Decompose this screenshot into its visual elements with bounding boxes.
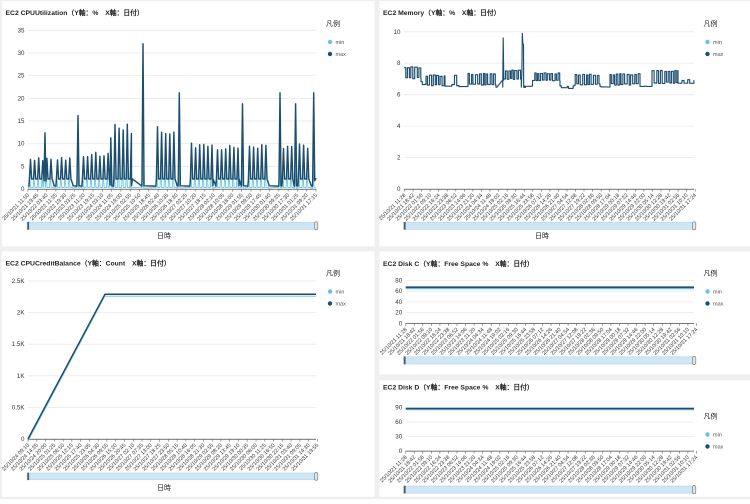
- svg-text:10: 10: [18, 141, 25, 148]
- svg-text:1K: 1K: [17, 373, 25, 380]
- svg-text:日時: 日時: [535, 232, 549, 240]
- svg-text:90: 90: [395, 405, 402, 412]
- svg-text:4: 4: [397, 123, 401, 130]
- svg-text:20: 20: [395, 310, 402, 317]
- svg-text:0: 0: [397, 186, 401, 193]
- svg-text:2K: 2K: [17, 310, 25, 317]
- svg-text:凡例: 凡例: [326, 269, 340, 278]
- svg-text:30: 30: [395, 434, 402, 441]
- svg-text:min: min: [336, 40, 345, 46]
- svg-text:0.5K: 0.5K: [12, 404, 26, 411]
- svg-text:0: 0: [21, 186, 25, 193]
- svg-text:max: max: [713, 302, 724, 308]
- svg-text:35: 35: [18, 27, 25, 34]
- svg-text:日時: 日時: [157, 484, 171, 492]
- svg-text:2.5K: 2.5K: [12, 278, 26, 285]
- svg-text:2: 2: [397, 155, 401, 162]
- svg-text:EC2 CPUUtilization（Y軸：% X軸：日付）: EC2 CPUUtilization（Y軸：% X軸：日付）: [6, 8, 144, 17]
- svg-text:凡例: 凡例: [326, 19, 340, 28]
- svg-text:max: max: [713, 52, 724, 58]
- svg-text:EC2 Disk C（Y軸：Free Space % X軸：: EC2 Disk C（Y軸：Free Space % X軸：日付）: [383, 259, 534, 268]
- svg-text:0: 0: [399, 320, 403, 327]
- svg-text:min: min: [713, 40, 722, 46]
- svg-text:25: 25: [18, 73, 25, 80]
- svg-text:max: max: [336, 52, 347, 58]
- svg-text:5: 5: [21, 163, 25, 170]
- svg-text:6: 6: [397, 92, 401, 99]
- svg-text:60: 60: [395, 419, 402, 426]
- svg-text:0: 0: [21, 436, 25, 443]
- svg-text:max: max: [336, 302, 347, 308]
- svg-text:凡例: 凡例: [704, 19, 718, 28]
- svg-text:EC2 Disk D（Y軸：Free Space % X軸：: EC2 Disk D（Y軸：Free Space % X軸：日付）: [383, 383, 534, 392]
- svg-text:30: 30: [18, 50, 25, 57]
- svg-text:日時: 日時: [157, 232, 171, 240]
- svg-text:EC2 CPUCreditBalance（Y軸：Count: EC2 CPUCreditBalance（Y軸：Count X軸：日付）: [6, 259, 171, 268]
- svg-text:80: 80: [395, 278, 402, 285]
- svg-text:0: 0: [399, 448, 403, 455]
- svg-text:8: 8: [397, 60, 401, 67]
- svg-text:凡例: 凡例: [704, 269, 718, 278]
- svg-text:凡例: 凡例: [704, 412, 718, 421]
- svg-text:40: 40: [395, 299, 402, 306]
- svg-text:15: 15: [18, 118, 25, 125]
- svg-text:min: min: [713, 290, 722, 296]
- svg-text:20: 20: [18, 95, 25, 102]
- svg-text:1.5K: 1.5K: [12, 341, 26, 348]
- svg-text:max: max: [713, 445, 724, 451]
- svg-text:EC2 Memory（Y軸：% X軸：日付）: EC2 Memory（Y軸：% X軸：日付）: [383, 8, 500, 17]
- svg-text:60: 60: [395, 288, 402, 295]
- svg-text:min: min: [713, 433, 722, 439]
- svg-text:10: 10: [394, 29, 401, 36]
- svg-text:min: min: [336, 290, 345, 296]
